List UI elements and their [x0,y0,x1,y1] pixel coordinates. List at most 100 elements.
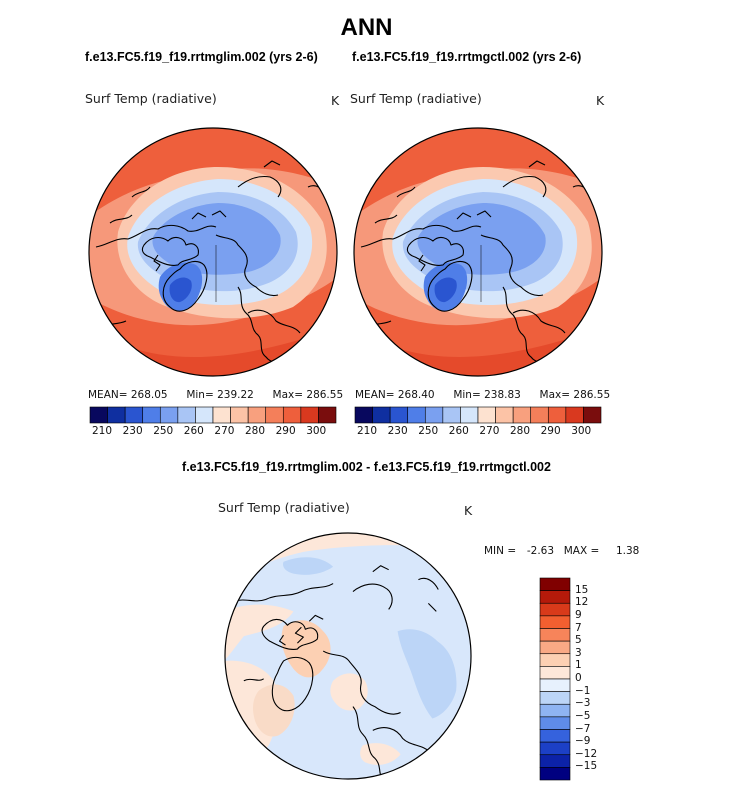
diff-colorbar-level-label: 15 [575,583,589,596]
panel1-colorbar [89,406,337,424]
panel2-max-label: Max= [539,389,571,401]
diff-title: f.e13.FC5.f19_f19.rrtmglim.002 - f.e13.F… [182,460,551,474]
panel1-colorbar-box [265,406,284,424]
diff-colorbar-level-label: 0 [575,672,582,684]
diff-colorbar [539,577,571,781]
panel2-stats: MEAN= 268.40 Min= 238.83 Max= 286.55 [355,389,610,401]
panel2-colorbar-tick-label: 300 [571,425,592,437]
panel2-colorbar-tick-label: 280 [510,425,531,437]
diff-colorbar-box [539,653,571,667]
panel2-mean-value: 268.40 [397,389,435,401]
diff-colorbar-box [539,666,571,680]
panel2-title: f.e13.FC5.f19_f19.rrtmgctl.002 (yrs 2-6) [352,50,582,64]
diff-colorbar-level-label: −7 [575,722,591,735]
diff-colorbar-level-label: 1 [575,659,582,672]
panel1-colorbar-box [142,406,161,424]
panel2-colorbar-box [424,406,444,424]
diff-colorbar-box [539,729,571,743]
diff-max-label: MAX = [563,545,600,557]
diff-colorbar-box [539,703,571,718]
diff-colorbar-level-label: −3 [575,697,591,710]
panel1-mean-value: 268.05 [130,389,168,401]
panel1-colorbar-tick-label: 290 [275,425,296,437]
panel2-colorbar-box [583,406,602,424]
diff-variable-label: Surf Temp (radiative) [218,500,350,515]
panel2-colorbar-tick-label: 210 [357,425,378,437]
panel1-colorbar-box [89,406,108,424]
panel2-colorbar-box [547,406,567,424]
diff-colorbar-box [539,691,571,705]
diff-colorbar-box [539,754,571,768]
panel1-min-value: 239.22 [217,389,254,401]
diff-colorbar-box [539,716,571,730]
panel1-colorbar-box [282,406,302,424]
panel2-colorbar-box [495,406,514,424]
panel1-units-label: K [331,93,340,108]
diff-colorbar-level-label: −1 [575,684,591,697]
panel2-colorbar-tick-label: 230 [387,425,408,437]
panel2-colorbar-box [372,406,391,424]
diff-colorbar-level-label: −9 [575,735,591,748]
panel2-polar-map [353,127,603,377]
panel1-colorbar-tick-label: 280 [245,425,266,437]
diff-min-label: MIN = [484,545,517,557]
diff-colorbar-level-label: −12 [575,747,598,760]
diff-colorbar-level-label: −5 [575,709,591,722]
panel1-colorbar-box [195,406,214,424]
panel1-colorbar-tick-label: 230 [122,425,143,437]
panel2-colorbar-box [442,406,461,424]
panel2-colorbar-box [477,406,496,424]
diff-colorbar-box [539,602,571,617]
panel2-variable-label: Surf Temp (radiative) [350,91,482,106]
diff-units-label: K [464,503,473,518]
panel2-colorbar-box [389,406,409,424]
diff-colorbar-level-label: 3 [575,646,582,659]
diff-colorbar-box [539,577,571,591]
diff-min-value: -2.63 [526,545,555,557]
panel1-title: f.e13.FC5.f19_f19.rrtmglim.002 (yrs 2-6) [85,50,318,64]
diff-colorbar-box [539,640,571,655]
diff-colorbar-box [539,628,571,642]
panel1-colorbar-box [247,406,267,424]
panel1-mean-label: MEAN= [88,389,128,401]
diff-polar-map [224,532,472,780]
panel1-colorbar-box [177,406,196,424]
panel1-colorbar-box [300,406,319,424]
panel2-colorbar-tick-label: 270 [479,425,500,437]
diff-colorbar-level-label: 12 [575,596,589,609]
panel1-min-label: Min= [186,389,214,401]
panel2-colorbar-box [512,406,532,424]
panel2-min-value: 238.83 [484,389,521,401]
diff-colorbar-box [539,590,571,604]
panel2-colorbar [354,406,602,424]
diff-colorbar-box [539,615,571,629]
diff-colorbar-box [539,678,571,692]
panel1-colorbar-box [107,406,126,424]
panel1-colorbar-tick-label: 210 [92,425,113,437]
panel1-colorbar-box [159,406,179,424]
panel1-max-label: Max= [272,389,304,401]
diff-colorbar-level-label: 5 [575,634,582,647]
panel1-colorbar-box [318,406,337,424]
panel1-colorbar-tick-label: 250 [153,425,174,437]
panel2-min-label: Min= [453,389,481,401]
panel2-max-value: 286.55 [573,389,611,401]
panel1-colorbar-box [212,406,231,424]
diff-min-max: MIN = -2.63 MAX = 1.38 [484,545,639,557]
panel1-colorbar-box [124,406,144,424]
panel1-stats: MEAN= 268.05 Min= 239.22 Max= 286.55 [88,389,343,401]
panel2-colorbar-box [530,406,549,424]
panel2-colorbar-tick-label: 290 [540,425,561,437]
diff-colorbar-level-label: 9 [575,608,582,621]
diff-colorbar-box [539,741,571,756]
diff-colorbar-box [539,767,571,781]
diff-colorbar-level-label: −15 [575,760,598,773]
panel2-colorbar-tick-label: 250 [418,425,439,437]
panel1-variable-label: Surf Temp (radiative) [85,91,217,106]
panel2-colorbar-box [565,406,584,424]
panel1-max-value: 286.55 [306,389,344,401]
panel2-colorbar-box [354,406,373,424]
panel1-colorbar-tick-label: 270 [214,425,235,437]
panel1-colorbar-box [230,406,249,424]
panel2-units-label: K [596,93,605,108]
